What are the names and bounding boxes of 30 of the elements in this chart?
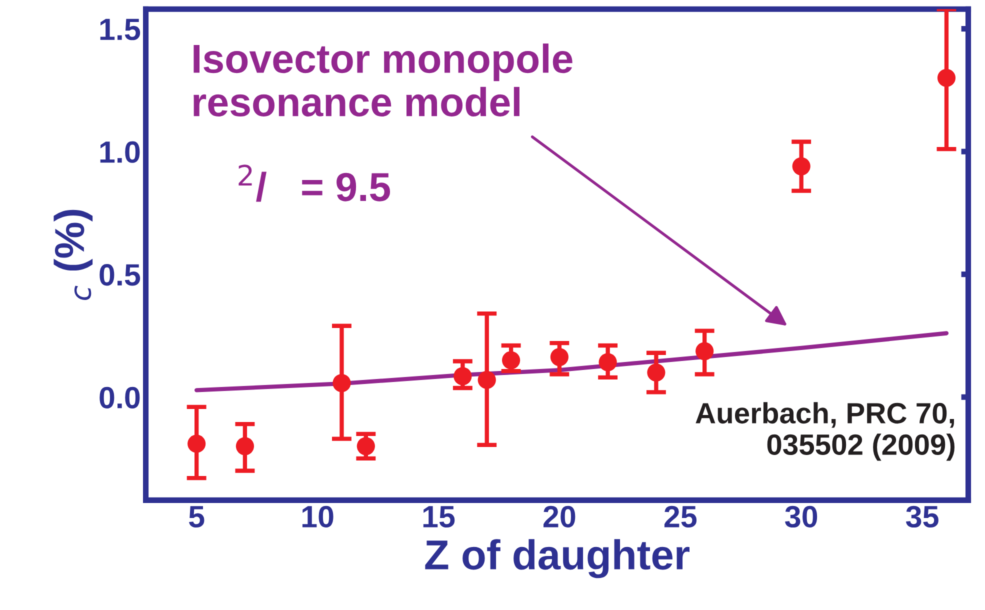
y-tick-label: 1.0	[100, 141, 140, 163]
x-tick-label: 25	[664, 506, 697, 528]
x-tick-label: 30	[785, 506, 818, 528]
y-axis-title: $_{c}$ (%)	[54, 210, 93, 300]
point	[696, 342, 714, 360]
annotation: Auerbach, PRC 70, 035502 (2009)	[696, 402, 954, 461]
y-tick-label: 0.0	[100, 386, 140, 408]
point	[598, 353, 617, 372]
x-tick-label: 15	[423, 506, 455, 528]
annotation: $^{2}$/ = 9.5	[238, 164, 390, 202]
point	[792, 157, 810, 176]
point	[502, 351, 520, 370]
point	[550, 348, 568, 366]
line-series	[194, 331, 949, 392]
y-tick-label: 0.5	[100, 264, 140, 286]
y-tick-label: 1.5	[100, 18, 140, 40]
point	[356, 437, 375, 456]
point	[236, 437, 254, 456]
x-tick-label: 35	[906, 506, 938, 528]
point	[188, 434, 206, 453]
x-tick-label: 5	[189, 506, 204, 528]
point	[332, 374, 351, 392]
point	[647, 363, 666, 382]
x-tick-label: 20	[544, 506, 576, 528]
annotation: Isovector monopole resonance model	[194, 44, 572, 116]
x-axis-title: Z of daughter	[425, 539, 690, 578]
point	[937, 68, 956, 87]
point	[478, 370, 496, 389]
point	[454, 367, 472, 386]
x-tick-label: 10	[302, 506, 334, 528]
